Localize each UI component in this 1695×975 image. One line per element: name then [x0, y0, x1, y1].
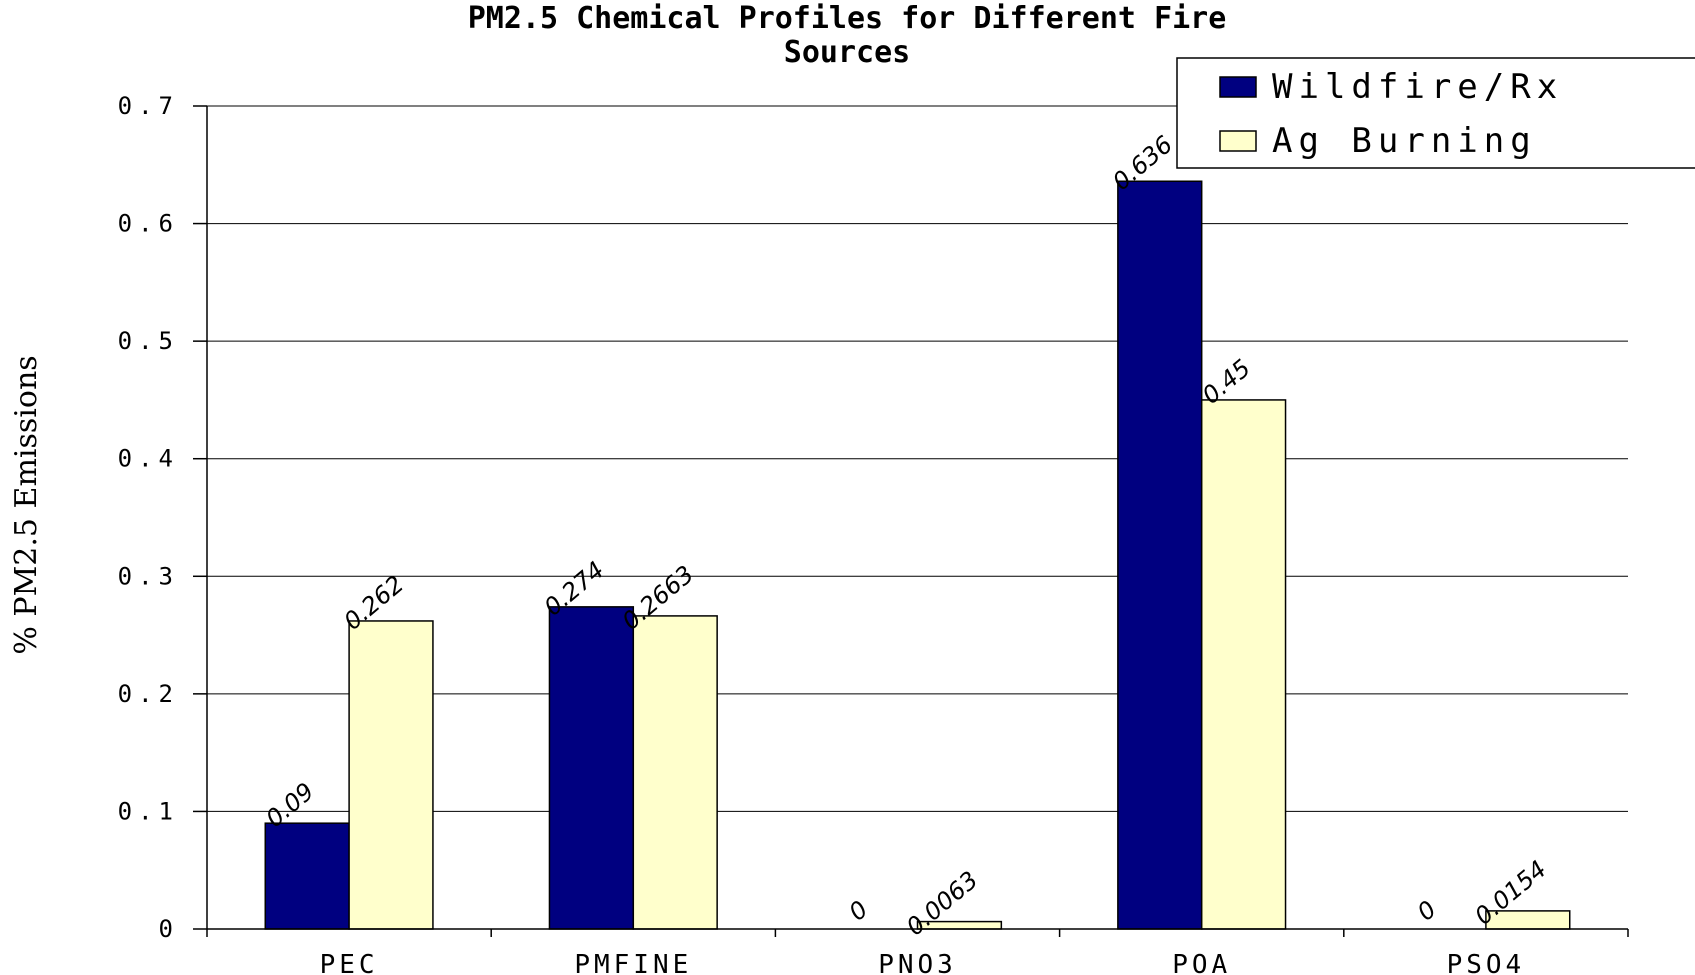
legend-label-ag-burning: Ag Burning: [1272, 121, 1537, 161]
legend: Wildfire/Rx Ag Burning: [1176, 57, 1695, 169]
y-tick-label: 0: [159, 915, 179, 943]
grid-layer: [207, 105, 1628, 812]
bars-layer: [264, 180, 1571, 930]
axes-layer: 0 0.1 0.2 0.3 0.4 0.5 0.6 0.7 PEC PMFINE PNO3 POA PS…: [118, 92, 1629, 975]
y-tick-label: 0.1: [118, 797, 179, 825]
y-axis-label: % PM2.5 Emissions: [9, 355, 44, 654]
chart-title-line1: PM2.5 Chemical Profiles for Different Fi…: [468, 1, 1227, 36]
bar-wildfire: [548, 606, 635, 930]
legend-swatch-wildfire: [1219, 76, 1257, 98]
bar-wildfire: [1117, 180, 1203, 930]
x-category-label: PNO3: [878, 950, 957, 975]
bar-wildfire: [264, 822, 350, 930]
bar-ag-burning: [632, 615, 718, 930]
y-tick-label: 0.6: [118, 210, 179, 238]
data-label: 0.0063: [901, 866, 983, 941]
bar-ag-burning: [1200, 399, 1287, 930]
data-label: 0: [844, 895, 874, 926]
x-category-label: PEC: [320, 950, 379, 975]
chart-title-line2: Sources: [784, 35, 910, 70]
legend-box: [1176, 57, 1695, 169]
y-tick-label: 0.5: [118, 327, 179, 355]
x-category-label: PMFINE: [574, 950, 692, 975]
bar-ag-burning: [348, 620, 434, 930]
legend-label-wildfire: Wildfire/Rx: [1272, 67, 1563, 107]
x-category-label: PSO4: [1447, 950, 1526, 975]
y-tick-label: 0.3: [118, 562, 179, 590]
x-category-label: POA: [1172, 950, 1231, 975]
legend-swatch-ag-burning: [1219, 130, 1257, 152]
y-tick-label: 0.4: [118, 445, 179, 473]
y-tick-label: 0.2: [118, 680, 179, 708]
y-tick-label: 0.7: [118, 92, 179, 120]
data-label: 0: [1412, 895, 1442, 926]
